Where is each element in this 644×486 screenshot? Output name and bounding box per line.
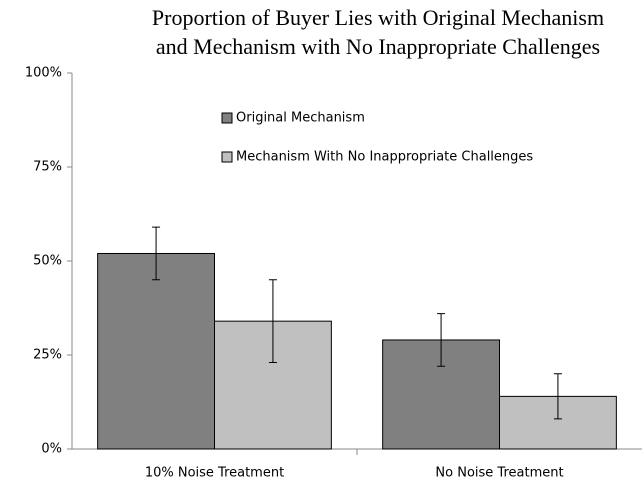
legend-swatch (221, 112, 233, 124)
y-tick-label: 25% (33, 348, 62, 363)
y-tick-label: 50% (33, 254, 62, 269)
x-tick-label: No Noise Treatment (435, 466, 563, 481)
legend-label: Mechanism With No Inappropriate Challeng… (236, 150, 533, 165)
chart-title: Proportion of Buyer Lies with Original M… (152, 5, 604, 30)
legend-label: Original Mechanism (236, 111, 365, 126)
error-bar (437, 313, 446, 367)
error-bar (553, 373, 562, 420)
x-tick-label: 10% Noise Treatment (145, 466, 284, 481)
y-tick-label: 0% (41, 442, 62, 457)
y-tick-label: 75% (33, 160, 62, 175)
chart-title: and Mechanism with No Inappropriate Chal… (156, 34, 600, 59)
error-bar (152, 226, 161, 281)
error-bar (268, 279, 277, 364)
y-tick-label: 100% (25, 66, 62, 81)
bar (97, 252, 215, 450)
legend-swatch (221, 151, 233, 163)
